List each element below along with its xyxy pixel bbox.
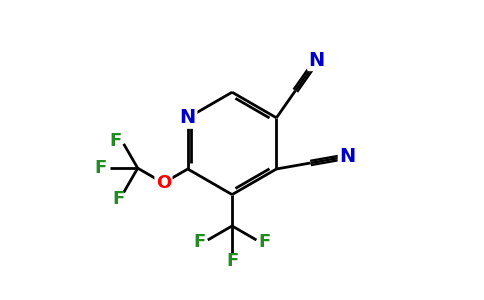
Text: F: F [258, 232, 271, 250]
Text: N: N [180, 108, 196, 127]
Text: O: O [156, 174, 171, 192]
Text: F: F [194, 232, 206, 250]
Text: F: F [109, 132, 121, 150]
Text: F: F [226, 252, 238, 270]
Text: N: N [309, 51, 325, 70]
Text: F: F [113, 190, 125, 208]
Text: F: F [94, 159, 106, 177]
Text: N: N [339, 147, 355, 166]
